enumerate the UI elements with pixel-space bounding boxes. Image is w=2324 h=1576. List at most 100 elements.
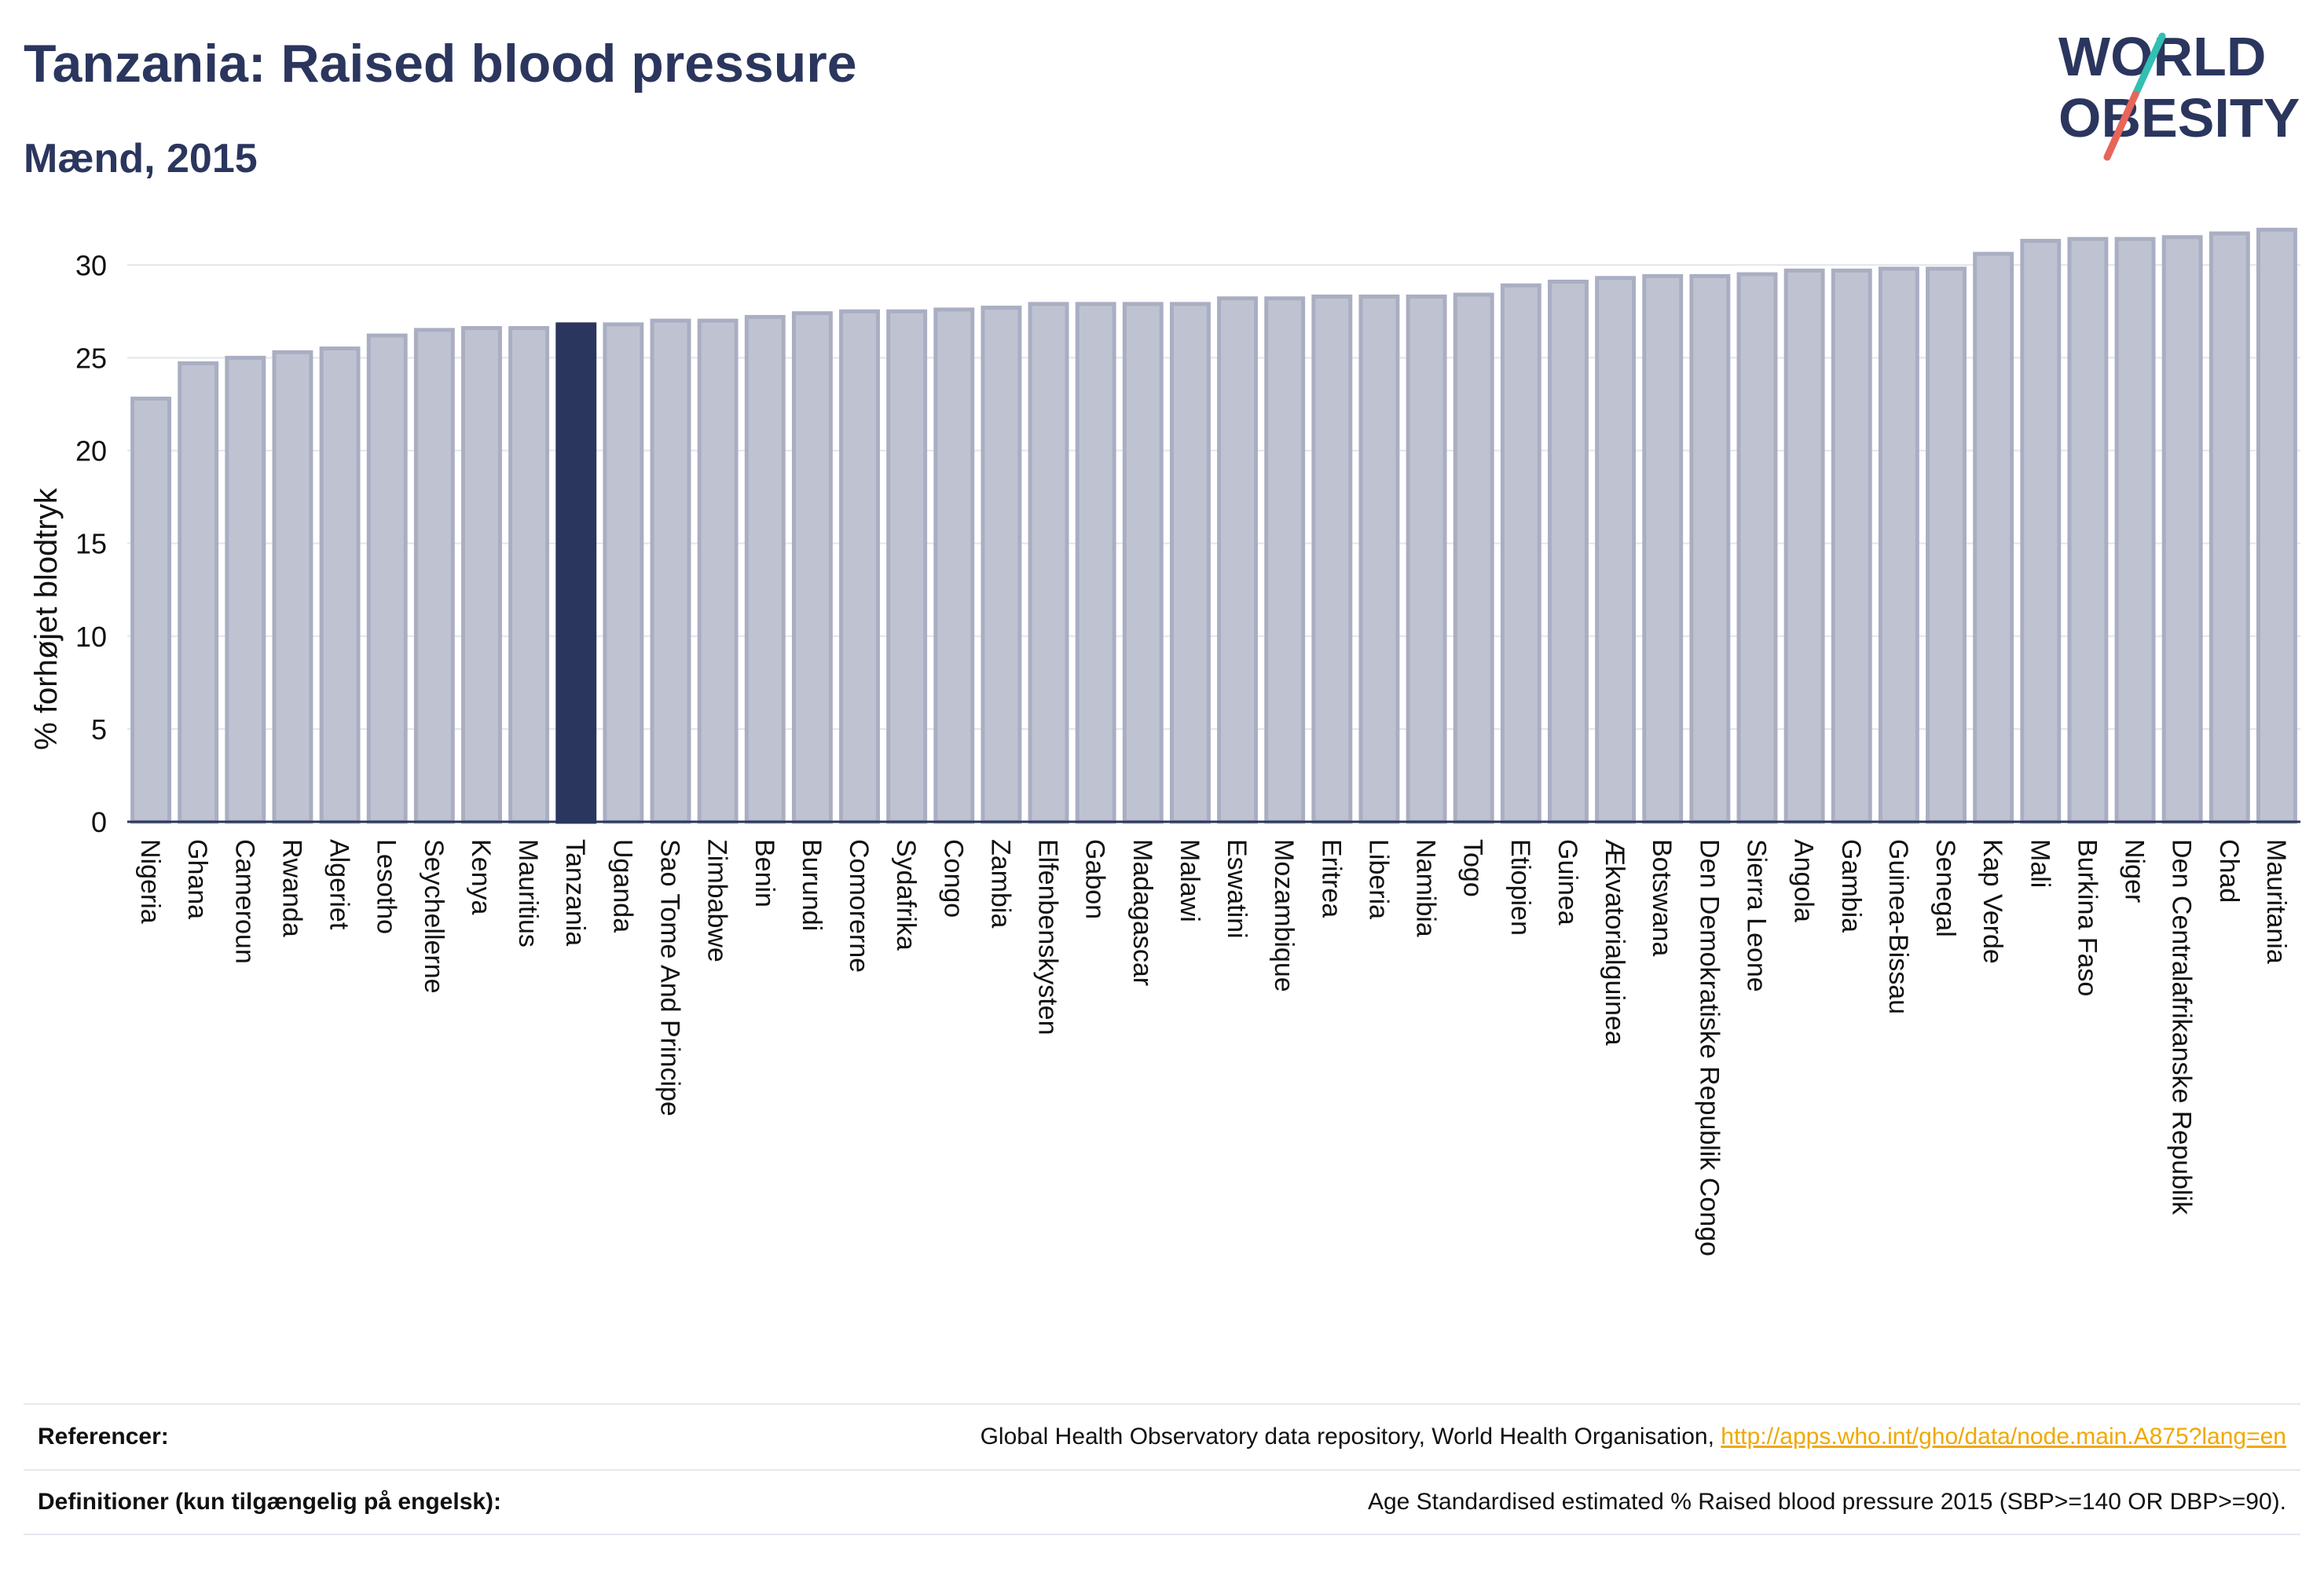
x-tick-label: Zimbabwe bbox=[702, 839, 732, 962]
x-tick-label: Angola bbox=[1789, 839, 1819, 922]
x-tick-label: Sierra Leone bbox=[1742, 839, 1772, 992]
x-tick-label: Chad bbox=[2214, 839, 2244, 903]
x-tick-labels: Nigeria Ghana Cameroun Rwanda Algeriet Lesoth… bbox=[135, 839, 2291, 1256]
bar bbox=[2161, 235, 2203, 824]
bar-highlight bbox=[555, 322, 597, 824]
bar bbox=[1358, 294, 1400, 824]
x-tick-label: Uganda bbox=[607, 839, 637, 933]
x-tick-label: Benin bbox=[750, 839, 779, 907]
bar bbox=[1122, 302, 1164, 824]
x-tick-label: Gambia bbox=[1836, 839, 1866, 933]
chart-title: Tanzania: Raised blood pressure bbox=[24, 34, 857, 93]
bar bbox=[650, 318, 691, 824]
x-tick-label: Lesotho bbox=[372, 839, 401, 934]
bar bbox=[1973, 251, 2014, 824]
bar bbox=[1169, 302, 1211, 824]
x-tick-label: Kenya bbox=[466, 839, 496, 914]
x-tick-label: Guinea-Bissau bbox=[1883, 839, 1913, 1014]
bar bbox=[2209, 231, 2250, 824]
x-tick-label: Mauritius bbox=[513, 839, 543, 947]
x-tick-label: Rwanda bbox=[277, 839, 306, 937]
bar bbox=[1028, 302, 1069, 824]
references-value: Global Health Observatory data repositor… bbox=[981, 1424, 2286, 1450]
bar bbox=[2067, 236, 2109, 824]
logo-slash-teal bbox=[2132, 32, 2166, 98]
bar bbox=[1878, 266, 1919, 824]
y-tick-label: 15 bbox=[75, 528, 107, 560]
y-tick-label: 20 bbox=[75, 435, 107, 467]
bar bbox=[1783, 268, 1825, 824]
references-row: Referencer: Global Health Observatory da… bbox=[24, 1403, 2300, 1469]
x-tick-label: Madagascar bbox=[1127, 839, 1157, 986]
bar bbox=[178, 361, 219, 824]
bar bbox=[1595, 276, 1637, 824]
logo-line2: OBESITY bbox=[2058, 87, 2300, 148]
bar bbox=[1217, 296, 1259, 824]
chart-subtitle: Mænd, 2015 bbox=[24, 136, 258, 181]
logo-slash-red bbox=[2103, 90, 2139, 161]
x-tick-label: Ghana bbox=[182, 839, 212, 919]
definitions-value: Age Standardised estimated % Raised bloo… bbox=[1367, 1489, 2286, 1515]
bar bbox=[413, 328, 455, 824]
bar bbox=[1831, 268, 1872, 824]
x-tick-label: Mauritania bbox=[2261, 839, 2291, 964]
x-tick-label: Eswatini bbox=[1222, 839, 1252, 939]
x-tick-label: Comorerne bbox=[844, 839, 874, 973]
x-tick-label: Mali bbox=[2025, 839, 2055, 888]
bar bbox=[744, 314, 786, 824]
x-tick-label: Kap Verde bbox=[1978, 839, 2007, 964]
x-tick-label: Sao Tome And Principe bbox=[655, 839, 685, 1116]
bar bbox=[2114, 236, 2156, 824]
bar bbox=[1264, 296, 1306, 824]
bar bbox=[791, 311, 833, 824]
references-link[interactable]: http://apps.who.int/gho/data/node.main.A… bbox=[1721, 1424, 2286, 1450]
y-tick-label: 10 bbox=[75, 621, 107, 653]
bar bbox=[2256, 227, 2297, 824]
x-tick-label: Tanzania bbox=[560, 839, 590, 946]
x-tick-label: Guinea bbox=[1552, 839, 1582, 925]
bar bbox=[1075, 302, 1116, 824]
y-tick-label: 0 bbox=[91, 806, 107, 838]
x-tick-label: Ækvatorialguinea bbox=[1600, 839, 1629, 1046]
world-obesity-logo: WORLD OBESITY bbox=[2058, 26, 2300, 161]
x-tick-label: Eritrea bbox=[1316, 839, 1346, 918]
x-tick-label: Namibia bbox=[1411, 839, 1441, 937]
x-tick-label: Cameroun bbox=[229, 839, 259, 964]
bar bbox=[461, 326, 502, 824]
bar bbox=[366, 333, 408, 824]
x-tick-label: Togo bbox=[1458, 839, 1488, 897]
x-tick-label: Zambia bbox=[985, 839, 1015, 928]
bar bbox=[272, 350, 313, 824]
bar bbox=[697, 318, 739, 824]
bar bbox=[886, 309, 928, 824]
bar bbox=[1311, 294, 1353, 824]
bar bbox=[1406, 294, 1447, 824]
x-tick-label: Botswana bbox=[1647, 839, 1677, 956]
references-text: Global Health Observatory data repositor… bbox=[980, 1424, 1721, 1450]
x-tick-label: Burkina Faso bbox=[2072, 839, 2102, 996]
x-tick-label: Malawi bbox=[1175, 839, 1204, 922]
x-tick-label: Burundi bbox=[797, 839, 827, 931]
x-tick-label: Congo bbox=[938, 839, 968, 918]
x-tick-label: Seychellerne bbox=[419, 839, 449, 994]
bar bbox=[933, 307, 975, 824]
bars bbox=[130, 227, 2297, 824]
x-tick-label: Sydafrika bbox=[891, 839, 921, 951]
x-tick-label: Mozambique bbox=[1269, 839, 1299, 992]
y-tick-labels: 0 5 10 15 20 25 30 bbox=[75, 249, 107, 838]
bar bbox=[603, 322, 644, 824]
bar-chart: 0 5 10 15 20 25 30 Nigeria Ghana Cameroun Rwanda A… bbox=[29, 227, 2300, 1256]
definitions-row: Definitioner (kun tilgængelig på engelsk… bbox=[24, 1469, 2300, 1535]
bar bbox=[1736, 272, 1778, 824]
y-tick-label: 5 bbox=[91, 713, 107, 746]
bar bbox=[1548, 280, 1589, 824]
bar bbox=[839, 309, 880, 824]
bar bbox=[981, 306, 1022, 824]
bar bbox=[1689, 273, 1731, 824]
bar bbox=[1500, 283, 1541, 824]
bar bbox=[319, 346, 361, 824]
bar bbox=[2020, 239, 2062, 824]
x-tick-label: Den Centralafrikanske Republik bbox=[2167, 839, 2197, 1215]
x-tick-label: Liberia bbox=[1363, 839, 1393, 919]
references-panel: Referencer: Global Health Observatory da… bbox=[24, 1403, 2300, 1535]
